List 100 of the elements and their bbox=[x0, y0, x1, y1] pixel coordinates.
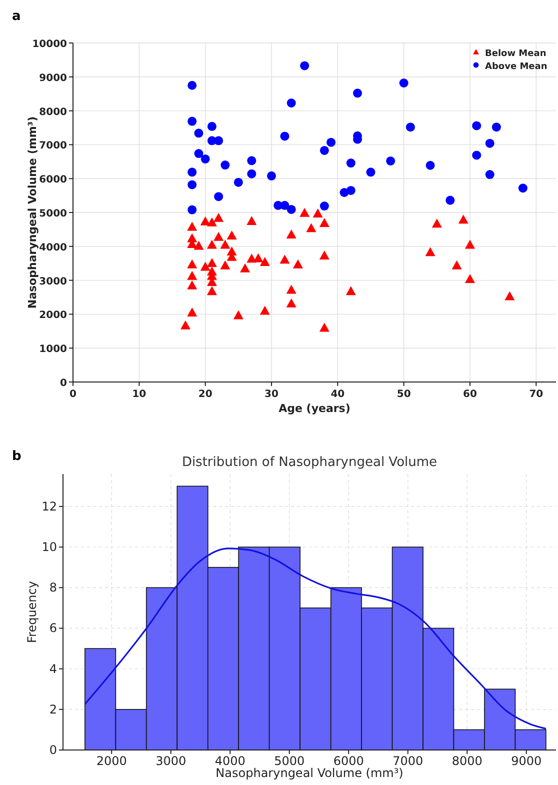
x-axis-title: Nasopharyngeal Volume (mm³) bbox=[216, 766, 404, 780]
point bbox=[207, 122, 216, 131]
point bbox=[504, 291, 515, 300]
x-tick-label: 7000 bbox=[392, 754, 424, 768]
point bbox=[464, 274, 475, 283]
point bbox=[366, 168, 376, 177]
x-tick-label: 60 bbox=[463, 389, 477, 400]
point bbox=[399, 78, 408, 88]
y-tick-label: 4000 bbox=[39, 242, 68, 254]
point bbox=[426, 160, 435, 170]
y-tick-label: 10 bbox=[42, 540, 57, 554]
point bbox=[194, 149, 204, 158]
y-tick-label: 1000 bbox=[39, 344, 68, 356]
point bbox=[319, 218, 330, 228]
point bbox=[247, 156, 256, 166]
y-tick-label: 2 bbox=[49, 702, 57, 716]
x-tick-label: 5000 bbox=[274, 754, 305, 768]
point bbox=[306, 223, 316, 232]
point bbox=[286, 230, 296, 239]
point bbox=[280, 254, 290, 264]
point bbox=[220, 160, 230, 170]
point bbox=[280, 200, 290, 210]
legend-label: Below Mean bbox=[485, 49, 546, 59]
point bbox=[240, 263, 250, 272]
chart-title: Distribution of Nasopharyngeal Volume bbox=[182, 455, 438, 470]
point bbox=[485, 138, 494, 148]
point bbox=[220, 260, 230, 270]
point bbox=[180, 320, 190, 330]
point bbox=[187, 233, 198, 242]
y-tick-label: 0 bbox=[60, 378, 68, 389]
point bbox=[518, 184, 528, 193]
x-tick-label: 0 bbox=[70, 389, 77, 400]
y-tick-label: 2000 bbox=[39, 310, 68, 322]
point bbox=[220, 240, 230, 249]
point bbox=[200, 154, 210, 164]
y-tick-label: 7000 bbox=[39, 140, 68, 152]
x-tick-label: 70 bbox=[529, 389, 544, 400]
y-tick-label: 12 bbox=[42, 499, 57, 514]
point bbox=[187, 259, 198, 268]
y-tick-label: 5000 bbox=[39, 208, 68, 220]
y-tick-label: 6000 bbox=[39, 174, 68, 186]
point bbox=[340, 188, 349, 197]
y-tick-label: 6 bbox=[49, 621, 57, 636]
point bbox=[406, 122, 415, 132]
point bbox=[320, 202, 329, 211]
legend-label: Above Mean bbox=[485, 62, 548, 72]
y-axis-title: Frequency bbox=[25, 581, 39, 643]
y-tick-label: 8000 bbox=[39, 106, 68, 118]
point bbox=[206, 240, 217, 249]
x-tick-label: 20 bbox=[198, 389, 212, 400]
point bbox=[319, 250, 330, 260]
point bbox=[472, 150, 482, 160]
point bbox=[188, 116, 197, 126]
x-axis-title: Age (years) bbox=[278, 402, 350, 415]
y-tick-label: 3000 bbox=[39, 276, 68, 288]
point bbox=[300, 61, 310, 70]
point bbox=[464, 240, 475, 249]
point bbox=[187, 270, 198, 280]
point bbox=[326, 138, 336, 147]
point bbox=[320, 146, 329, 155]
point bbox=[353, 88, 362, 98]
point bbox=[206, 217, 217, 226]
y-tick-label: 9000 bbox=[39, 72, 68, 84]
point bbox=[452, 260, 462, 270]
text: b bbox=[12, 449, 22, 464]
point bbox=[312, 208, 323, 218]
point bbox=[280, 132, 290, 141]
text: a bbox=[12, 9, 21, 24]
point bbox=[187, 308, 198, 317]
y-tick-label: 10000 bbox=[32, 39, 68, 50]
point bbox=[300, 208, 310, 217]
point bbox=[286, 298, 296, 308]
point bbox=[346, 158, 356, 168]
x-tick-label: 50 bbox=[396, 389, 411, 400]
point bbox=[206, 258, 217, 268]
y-tick-label: 4 bbox=[49, 662, 57, 676]
point bbox=[234, 178, 243, 187]
x-tick-label: 40 bbox=[330, 389, 345, 400]
point bbox=[432, 218, 442, 228]
point bbox=[194, 128, 204, 138]
point bbox=[226, 230, 237, 240]
point bbox=[260, 306, 270, 315]
point bbox=[214, 232, 224, 241]
point bbox=[286, 284, 296, 294]
point bbox=[260, 256, 270, 266]
point bbox=[188, 180, 197, 190]
y-tick-label: 8 bbox=[49, 580, 57, 595]
y-tick-label: 0 bbox=[49, 743, 57, 757]
point bbox=[286, 204, 296, 214]
point bbox=[200, 216, 210, 226]
x-tick-label: 4000 bbox=[214, 754, 246, 768]
point bbox=[346, 286, 356, 296]
point bbox=[266, 171, 276, 180]
x-tick-label: 10 bbox=[132, 389, 146, 400]
point bbox=[187, 280, 198, 290]
x-tick-label: 9000 bbox=[511, 754, 542, 768]
point bbox=[188, 205, 197, 214]
point bbox=[386, 156, 396, 166]
point bbox=[246, 216, 257, 225]
point bbox=[194, 240, 204, 250]
